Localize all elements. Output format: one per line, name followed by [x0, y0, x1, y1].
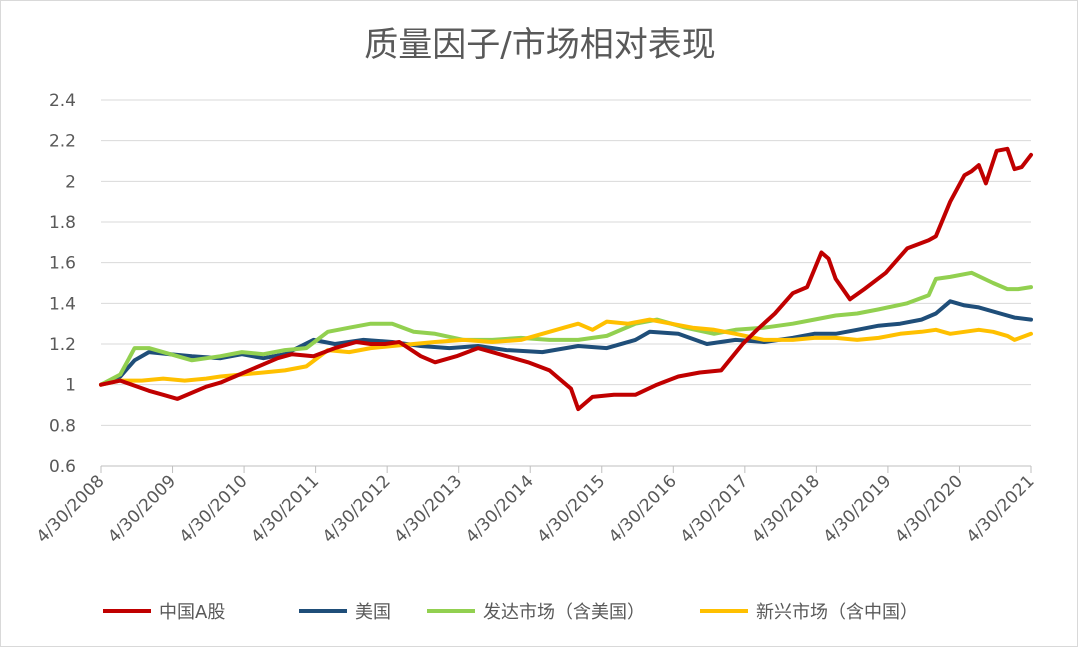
- y-tick-label: 1.4: [49, 294, 76, 314]
- x-tick-label: 4/30/2017: [677, 471, 753, 547]
- series-line-0: [99, 146, 1033, 412]
- legend-label: 发达市场（含美国）: [483, 602, 645, 623]
- x-tick-label: 4/30/2020: [891, 471, 967, 547]
- chart-title: 质量因子/市场相对表现: [364, 25, 715, 65]
- y-tick-label: 1.8: [49, 213, 76, 233]
- x-tick-label: 4/30/2018: [748, 471, 824, 547]
- x-tick-label: 4/30/2008: [33, 471, 109, 547]
- y-tick-label: 1.2: [49, 335, 76, 355]
- x-tick-label: 4/30/2013: [390, 471, 466, 547]
- x-tick-label: 4/30/2015: [534, 471, 610, 547]
- y-tick-label: 0.6: [49, 457, 76, 477]
- series-lines: [99, 146, 1033, 412]
- x-axis: 4/30/20084/30/20094/30/20104/30/20114/30…: [33, 465, 1039, 547]
- legend-label: 美国: [355, 602, 391, 623]
- legend-label: 中国A股: [159, 602, 225, 623]
- x-tick-label: 4/30/2016: [605, 471, 681, 547]
- gridlines: [101, 99, 1031, 426]
- y-tick-label: 1.6: [49, 254, 76, 274]
- y-tick-label: 1: [65, 376, 76, 396]
- x-tick-label: 4/30/2019: [820, 471, 896, 547]
- legend-label: 新兴市场（含中国）: [756, 602, 918, 623]
- series-line-2: [99, 270, 1033, 387]
- series-line-3: [99, 317, 1033, 387]
- x-tick-label: 4/30/2021: [963, 471, 1039, 547]
- y-tick-label: 2.2: [49, 132, 76, 152]
- x-tick-label: 4/30/2010: [176, 471, 252, 547]
- legend: 中国A股 美国 发达市场（含美国） 新兴市场（含中国）: [103, 602, 918, 623]
- x-tick-label: 4/30/2009: [104, 471, 180, 547]
- y-tick-label: 2.4: [49, 91, 76, 111]
- y-tick-label: 2: [65, 172, 76, 192]
- y-tick-label: 0.8: [49, 416, 76, 436]
- x-tick-label: 4/30/2012: [319, 471, 395, 547]
- x-tick-label: 4/30/2014: [462, 471, 538, 547]
- y-axis-ticks: 0.6 0.8 1 1.2 1.4 1.6 1.8 2 2.2 2.4: [49, 91, 76, 477]
- x-tick-label: 4/30/2011: [247, 471, 323, 547]
- series-line-1: [99, 299, 1033, 387]
